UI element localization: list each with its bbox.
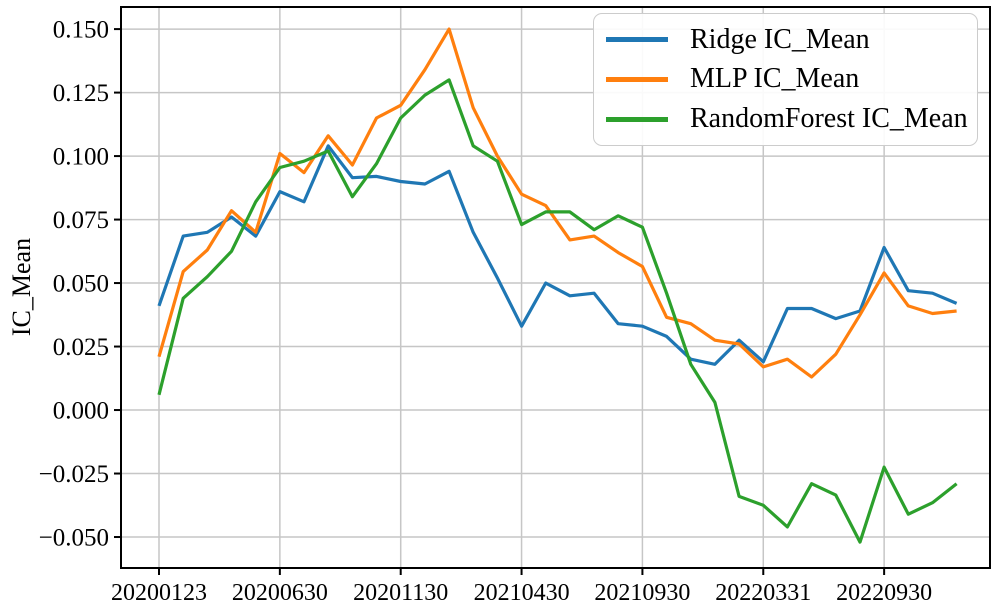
y-axis-tick-label: −0.050 <box>39 525 109 552</box>
legend-item-label: MLP IC_Mean <box>690 63 860 95</box>
series-line-0 <box>157 144 958 366</box>
legend-item: Ridge IC_Mean <box>606 22 977 58</box>
y-axis-tick-label: 0.150 <box>53 17 109 44</box>
legend-line-swatch <box>606 76 668 82</box>
x-axis-tick-label: 20200123 <box>111 580 207 606</box>
legend: Ridge IC_Mean MLP IC_Mean RandomForest IC_… <box>593 13 978 146</box>
y-axis-tick-label: 0.025 <box>53 334 109 361</box>
x-axis-tick-label: 20220331 <box>715 580 811 606</box>
y-axis-tick-label: 0.050 <box>53 271 109 298</box>
x-axis-tick-label: 20200630 <box>232 580 328 606</box>
plot-border <box>120 6 991 569</box>
legend-item-label: RandomForest IC_Mean <box>690 103 968 135</box>
y-axis-title: IC_Mean <box>7 237 36 337</box>
x-axis-tick-label: 20210930 <box>594 580 690 606</box>
legend-line-swatch <box>606 37 668 43</box>
y-axis-tick-label: 0.125 <box>53 80 109 107</box>
y-axis-tick-label: 0.000 <box>53 398 109 425</box>
legend-item: MLP IC_Mean <box>606 61 977 97</box>
legend-line-swatch <box>606 116 668 122</box>
x-axis-tick-label: 20210430 <box>474 580 570 606</box>
y-axis-tick-label: 0.100 <box>53 144 109 171</box>
legend-item: RandomForest IC_Mean <box>606 101 977 137</box>
x-axis-tick-label: 20220930 <box>836 580 932 606</box>
series-line-2 <box>157 78 958 544</box>
y-axis-tick-label: 0.075 <box>53 207 109 234</box>
y-axis-tick-label: −0.025 <box>39 461 109 488</box>
x-axis-tick-label: 20201130 <box>353 580 448 606</box>
legend-item-label: Ridge IC_Mean <box>690 23 870 55</box>
